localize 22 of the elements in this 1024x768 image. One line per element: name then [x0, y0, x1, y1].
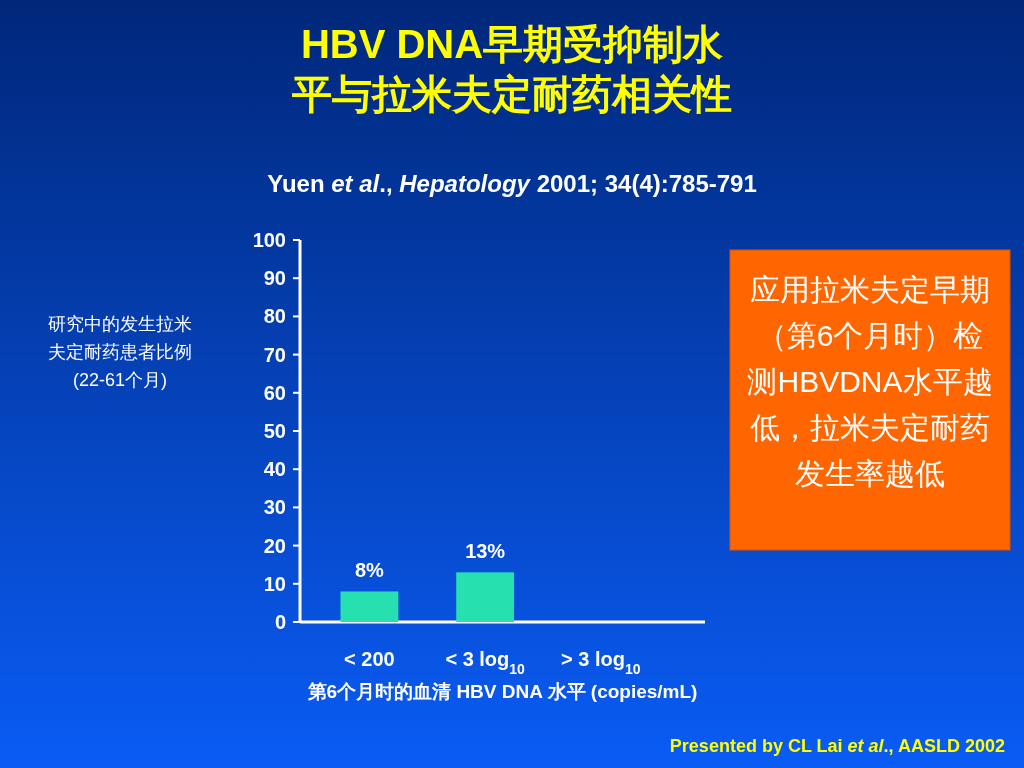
x-axis-title: 第6个月时的血清 HBV DNA 水平 (copies/mL) [306, 681, 698, 702]
text: Presented by CL Lai et al., AASLD 2002 [669, 736, 1005, 756]
x-tick-label: > 3 log$_{10}$ [561, 648, 641, 677]
data-label: 8% [354, 559, 385, 582]
text: 应用拉米夫定早期（第6个月时）检测HBVDNA水平越低，拉米夫定耐药发生率越低 [747, 273, 993, 490]
y-tick-label: 100 [252, 229, 286, 251]
x-tick-label: < 200 [344, 648, 395, 670]
y-tick-label: 20 [263, 534, 286, 557]
chart-subtitle: Yuen et al., Hepatology 2001; 34(4):785-791 [267, 170, 757, 197]
data-label: 13% [465, 540, 506, 563]
chart-title: HBV DNA早期受抑制水平与拉米夫定耐药相关性 [291, 22, 732, 116]
y-tick-label: 80 [263, 305, 286, 328]
y-tick-label: 10 [263, 572, 286, 595]
y-tick-label: 90 [263, 267, 286, 290]
y-tick-label: 70 [263, 343, 286, 366]
y-tick-label: 60 [263, 381, 286, 404]
y-tick-label: 50 [263, 420, 286, 442]
y-tick-label: 30 [263, 496, 286, 519]
x-tick-label: < 3 log$_{10}$ [445, 648, 526, 677]
y-axis-title: 研究中的发生拉米夫定耐药患者比例 (22-61个月) [48, 314, 192, 390]
y-tick-label: 40 [263, 458, 286, 481]
y-tick-label: 0 [274, 611, 286, 633]
